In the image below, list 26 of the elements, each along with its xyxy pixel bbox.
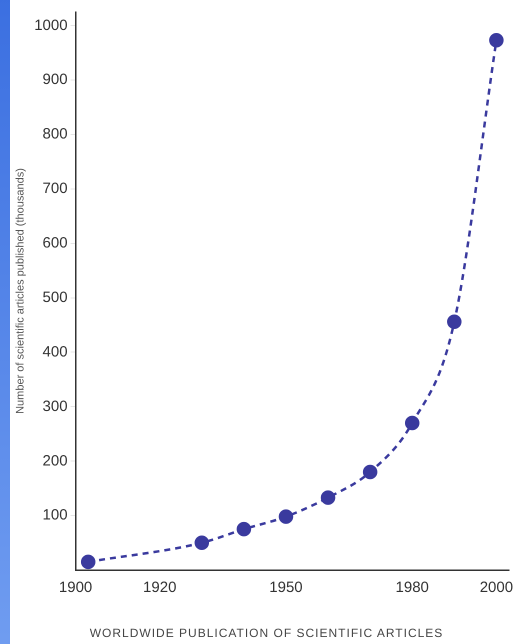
point <box>447 314 462 330</box>
point <box>236 522 252 536</box>
y-tick-label: 500 <box>42 288 68 306</box>
x-tick-label: 2000 <box>480 579 514 596</box>
x-tick-label: 1950 <box>269 579 303 596</box>
x-tick-label: 1920 <box>143 579 176 596</box>
point <box>320 490 336 505</box>
y-tick-label: 300 <box>42 398 68 415</box>
point <box>489 33 504 48</box>
point <box>278 509 294 524</box>
y-tick-label: 900 <box>42 71 68 88</box>
point <box>404 416 420 430</box>
y-tick-label: 600 <box>42 234 68 252</box>
x-tick-label: 1900 <box>58 579 92 596</box>
x-tick-label: 1980 <box>396 579 429 596</box>
y-tick-label: 1000 <box>34 16 68 34</box>
point <box>194 536 210 550</box>
y-tick-label: 100 <box>42 506 68 524</box>
y-tick-label: 400 <box>42 343 68 360</box>
point <box>362 464 378 480</box>
text: WORLDWIDE PUBLICATION OF SCIENTIFIC ARTICLES <box>88 626 444 640</box>
y-tick-label: 700 <box>42 180 68 198</box>
y-tick-label: 200 <box>42 452 68 470</box>
point <box>80 554 96 570</box>
y-tick-label: 800 <box>42 126 68 143</box>
y-axis-title: Number of scientific articles published (thousands) <box>14 168 27 414</box>
